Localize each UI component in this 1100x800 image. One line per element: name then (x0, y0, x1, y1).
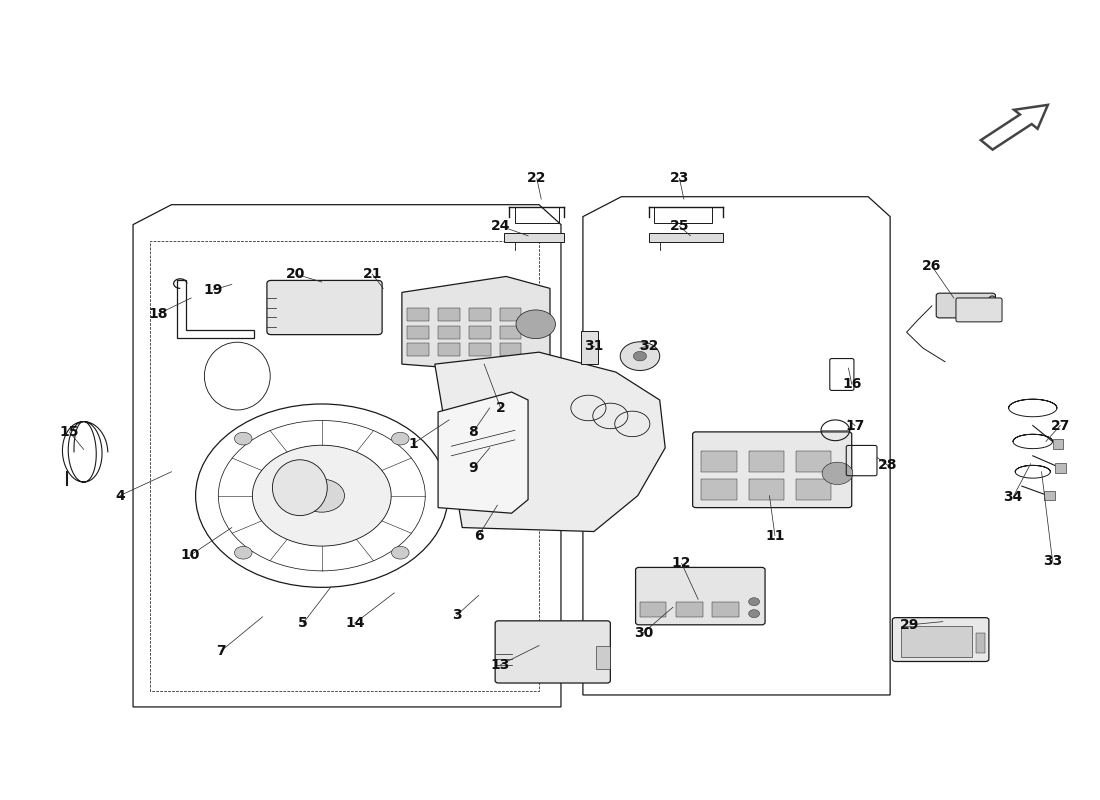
Text: 18: 18 (148, 307, 168, 321)
Bar (469, 343, 491, 356)
Circle shape (299, 479, 344, 512)
Circle shape (392, 546, 409, 559)
Bar (1055, 463, 1066, 473)
Text: 8: 8 (469, 425, 478, 439)
Bar (640, 602, 667, 617)
Text: 28: 28 (878, 458, 898, 472)
Polygon shape (434, 352, 666, 531)
FancyBboxPatch shape (267, 281, 382, 334)
Text: 21: 21 (363, 267, 382, 281)
Text: 9: 9 (469, 461, 478, 474)
Text: 1: 1 (408, 437, 418, 451)
Bar (795, 451, 830, 472)
Bar (469, 326, 491, 338)
Bar (407, 308, 429, 321)
Bar (1053, 439, 1064, 449)
Circle shape (634, 351, 647, 361)
Bar (438, 326, 460, 338)
Text: 22: 22 (527, 171, 547, 186)
Circle shape (822, 462, 853, 485)
Bar (901, 626, 972, 657)
Text: 20: 20 (286, 267, 305, 281)
Text: 17: 17 (845, 418, 865, 433)
Bar (649, 233, 724, 242)
Text: 16: 16 (842, 377, 861, 391)
FancyBboxPatch shape (956, 298, 1002, 322)
Bar (596, 646, 611, 670)
Bar (499, 326, 521, 338)
Bar (438, 308, 460, 321)
Bar (499, 308, 521, 321)
Text: 29: 29 (900, 618, 920, 632)
Text: 30: 30 (634, 626, 653, 640)
Text: 33: 33 (1043, 554, 1063, 568)
Text: 4: 4 (116, 489, 124, 502)
Bar (702, 479, 737, 500)
FancyBboxPatch shape (636, 567, 766, 625)
FancyBboxPatch shape (693, 432, 851, 508)
Polygon shape (438, 392, 528, 514)
Bar (1044, 491, 1055, 501)
Bar (749, 479, 783, 500)
Text: 5: 5 (298, 616, 308, 630)
Bar (499, 343, 521, 356)
Text: 12: 12 (672, 557, 692, 570)
Bar (749, 451, 783, 472)
Text: 15: 15 (59, 425, 79, 439)
Text: 31: 31 (584, 338, 604, 353)
Circle shape (234, 432, 252, 445)
Text: 10: 10 (180, 549, 200, 562)
Bar (676, 602, 703, 617)
FancyBboxPatch shape (892, 618, 989, 662)
Text: 3: 3 (452, 608, 462, 622)
Bar (504, 233, 564, 242)
Bar (438, 343, 460, 356)
Circle shape (749, 610, 760, 618)
Text: 2: 2 (496, 401, 506, 415)
Circle shape (620, 342, 660, 370)
Ellipse shape (987, 296, 998, 316)
Bar (469, 308, 491, 321)
Text: 26: 26 (922, 259, 942, 273)
Text: 24: 24 (491, 219, 510, 234)
Text: 11: 11 (766, 529, 784, 542)
Text: 25: 25 (670, 219, 690, 234)
Text: 27: 27 (1050, 418, 1070, 433)
Circle shape (392, 432, 409, 445)
Bar (407, 343, 429, 356)
Text: 7: 7 (216, 644, 225, 658)
Circle shape (749, 598, 760, 606)
Bar (976, 633, 984, 653)
Text: 32: 32 (639, 338, 659, 353)
Text: 13: 13 (491, 658, 510, 672)
Bar (581, 330, 598, 364)
Ellipse shape (273, 460, 328, 515)
Text: 34: 34 (1003, 490, 1023, 504)
Circle shape (516, 310, 556, 338)
Text: 6: 6 (474, 529, 484, 542)
Bar (407, 326, 429, 338)
Circle shape (234, 546, 252, 559)
Bar (713, 602, 739, 617)
Polygon shape (402, 277, 550, 372)
Bar (702, 451, 737, 472)
Text: 19: 19 (204, 283, 223, 297)
Bar (795, 479, 830, 500)
FancyBboxPatch shape (495, 621, 610, 683)
Text: 14: 14 (345, 616, 364, 630)
FancyBboxPatch shape (936, 293, 996, 318)
Circle shape (252, 446, 392, 546)
Text: 23: 23 (670, 171, 690, 186)
